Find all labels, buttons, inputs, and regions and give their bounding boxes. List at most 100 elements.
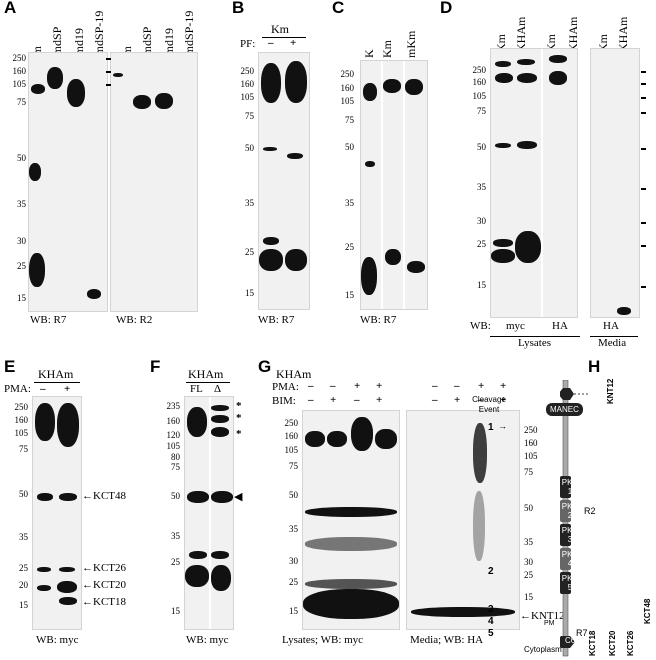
mw-marker: 50	[245, 143, 254, 153]
condition-sign: –	[432, 394, 438, 406]
condition-sign: +	[354, 380, 361, 392]
knt12-label: KNT12	[606, 378, 615, 404]
group-label: Km	[271, 22, 289, 36]
arrow-icon: →	[498, 421, 507, 431]
wb-caption: WB: myc	[186, 634, 229, 646]
cleavage-site-2: 2	[488, 566, 494, 577]
condition-label: PMA:	[272, 381, 299, 393]
kct48-label: KCT48	[643, 598, 652, 624]
star-mark: *	[236, 400, 242, 412]
group-label: KHAm	[38, 367, 74, 381]
cleavage-site-4: 4	[488, 616, 494, 627]
condition-sign: –	[308, 380, 314, 392]
condition-sign: –	[478, 394, 484, 406]
mw-marker: 75	[345, 115, 354, 125]
mw-marker: 105	[12, 79, 27, 89]
mw-marker: 50	[524, 503, 533, 513]
mw-marker: 250	[472, 65, 487, 75]
pkd-domain: PKD 1	[561, 478, 579, 496]
mw-marker: 35	[17, 199, 26, 209]
western-blot-g-media	[406, 410, 520, 630]
western-blot-f	[184, 396, 234, 630]
panel-label-c: C	[332, 0, 345, 17]
cleavage-site-1: 1	[488, 422, 494, 433]
western-blot-a-r7	[28, 52, 108, 312]
c6-domain: C6	[565, 636, 576, 645]
condition-sign: +	[64, 383, 71, 395]
condition-sign: +	[330, 394, 337, 406]
condition-sign: +	[454, 394, 461, 406]
mw-marker: 25	[345, 242, 354, 252]
mw-marker: 250	[14, 402, 29, 412]
star-mark: *	[236, 412, 242, 424]
mw-marker: 50	[345, 142, 354, 152]
lane-label: FL	[190, 383, 203, 395]
mw-marker: 50	[289, 490, 298, 500]
wb-caption: HA	[552, 320, 568, 332]
mw-marker: 160	[340, 83, 355, 93]
mw-marker: 75	[524, 467, 533, 477]
plasma-membrane-label: PM	[544, 620, 555, 627]
mw-marker: 30	[289, 556, 298, 566]
mw-marker: 50	[171, 491, 180, 501]
pkd-domain: PKD 2	[561, 502, 579, 520]
lane-label: mKm	[404, 30, 418, 58]
mw-marker: 75	[19, 444, 28, 454]
condition-sign: +	[290, 37, 297, 49]
mw-marker: 35	[524, 537, 533, 547]
band-label: ←KCT20	[82, 579, 126, 591]
mw-marker: 160	[284, 431, 299, 441]
mw-marker: 25	[289, 577, 298, 587]
condition-sign: +	[376, 394, 383, 406]
mw-marker: 160	[524, 438, 538, 448]
panel-label-g: G	[258, 357, 272, 376]
mw-marker: 75	[17, 97, 26, 107]
lane-label: Δ	[214, 383, 222, 395]
condition-sign: +	[500, 394, 507, 406]
mw-marker: 250	[284, 418, 299, 428]
mw-marker: 75	[171, 462, 180, 472]
mw-marker: 105	[166, 441, 181, 451]
condition-sign: –	[354, 394, 360, 406]
kct20-label: KCT20	[608, 630, 617, 656]
mw-marker: 160	[12, 66, 27, 76]
condition-sign: –	[268, 37, 274, 49]
wb-caption: HA	[603, 320, 619, 332]
antibody-r2-label: R2	[584, 506, 596, 516]
condition-label: BIM:	[272, 395, 296, 407]
mw-marker: 160	[14, 415, 29, 425]
mw-marker: 105	[14, 428, 29, 438]
mw-marker: 15	[477, 280, 486, 290]
kct26-label: KCT26	[626, 630, 635, 656]
band-label: ←KNT12	[520, 610, 565, 622]
mw-marker: 15	[345, 290, 354, 300]
mw-marker: 25	[245, 247, 254, 257]
mw-marker: 30	[17, 236, 26, 246]
mw-marker: 250	[12, 53, 27, 63]
wb-caption: WB: R2	[116, 314, 153, 326]
panel-label-d: D	[440, 0, 453, 17]
mw-marker: 35	[477, 182, 486, 192]
wb-caption: WB: myc	[36, 634, 79, 646]
mw-marker: 105	[240, 92, 255, 102]
mw-marker: 105	[524, 451, 538, 461]
wb-caption: WB:	[470, 320, 491, 332]
mw-marker: 35	[171, 531, 180, 541]
kct18-label: KCT18	[588, 630, 597, 656]
mw-marker: 15	[17, 293, 26, 303]
panel-label-h: H	[588, 357, 601, 376]
mw-marker: 25	[477, 239, 486, 249]
antibody-r7-label: R7	[576, 628, 588, 638]
panel-label-b: B	[232, 0, 245, 17]
wb-caption: Media; WB: HA	[410, 634, 484, 646]
mw-marker: 250	[524, 425, 538, 435]
mw-marker: 35	[345, 198, 354, 208]
mw-marker: 235	[166, 401, 181, 411]
wb-caption: Lysates; WB: myc	[282, 634, 364, 646]
mw-marker: 50	[477, 142, 486, 152]
western-blot-a-r2	[110, 52, 198, 312]
mw-marker: 20	[19, 580, 28, 590]
western-blot-c	[360, 60, 428, 310]
mw-marker: 250	[240, 66, 255, 76]
mw-marker: 30	[524, 557, 533, 567]
